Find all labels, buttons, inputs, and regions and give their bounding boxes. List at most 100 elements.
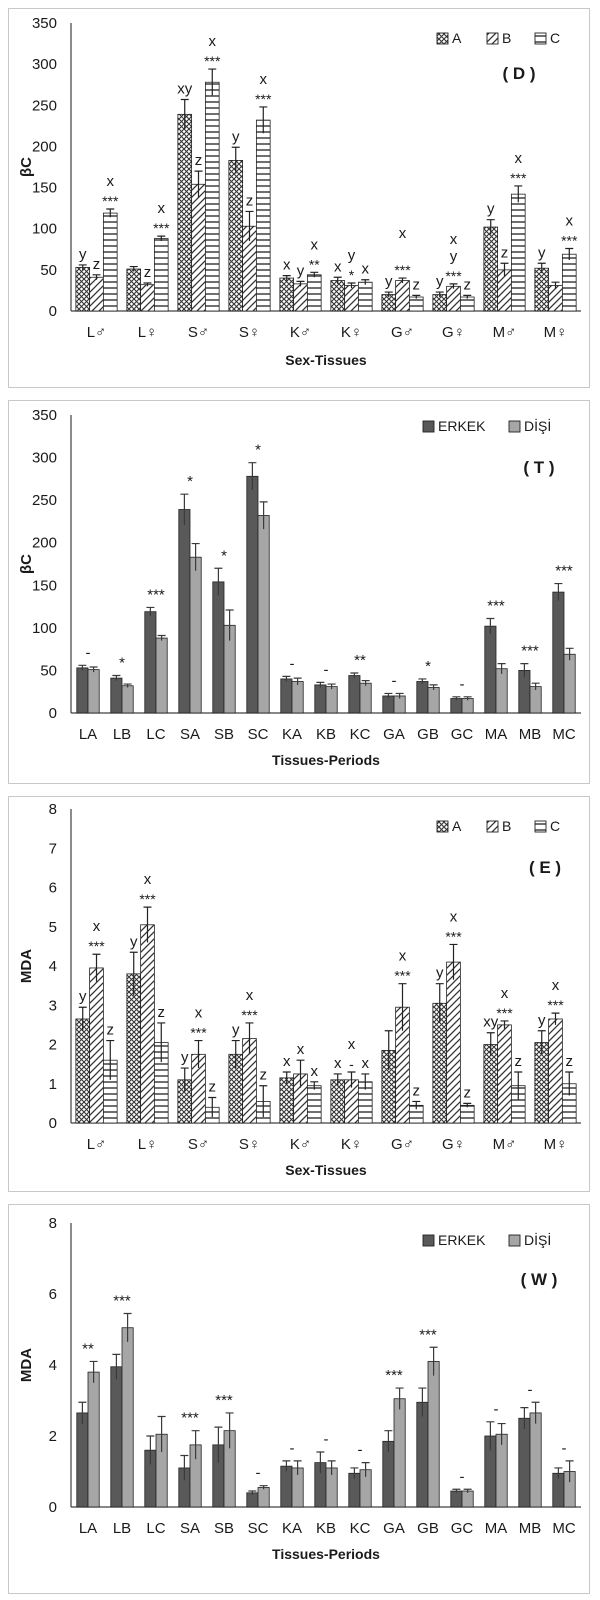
error-bar bbox=[395, 692, 404, 699]
error-bar bbox=[92, 274, 101, 280]
y-tick-label: 150 bbox=[32, 180, 57, 197]
error-bar bbox=[112, 674, 121, 681]
panel-label: ( D ) bbox=[502, 64, 535, 83]
error-bar bbox=[180, 1067, 189, 1092]
legend-swatch-a bbox=[436, 32, 449, 45]
group-letter: x bbox=[195, 1005, 203, 1022]
error-bar bbox=[452, 696, 461, 701]
bar-c-m-m bbox=[510, 193, 526, 312]
error-bar bbox=[565, 1460, 574, 1483]
significance-marker: ** bbox=[354, 652, 366, 669]
error-bar bbox=[282, 1071, 291, 1084]
bar-b-l-m bbox=[89, 276, 104, 312]
bar-c-k-m bbox=[306, 1085, 322, 1124]
error-bar bbox=[106, 208, 115, 218]
bar-b-l-m bbox=[89, 967, 104, 1124]
significance-stars: *** bbox=[445, 928, 462, 944]
significance-marker: - bbox=[290, 1440, 295, 1457]
error-bar bbox=[551, 281, 560, 289]
x-tick-label: GC bbox=[451, 1520, 474, 1537]
x-tick-label: L♂ bbox=[87, 1136, 107, 1153]
group-letter: y bbox=[232, 1022, 240, 1039]
group-letter: x bbox=[501, 985, 509, 1002]
error-bar bbox=[282, 675, 291, 682]
bar-d-gc bbox=[461, 1490, 474, 1508]
significance-stars: *** bbox=[88, 938, 105, 954]
x-tick-label: M♂ bbox=[493, 1136, 517, 1153]
significance-stars: *** bbox=[241, 1007, 258, 1023]
x-tick-label: S♀ bbox=[239, 1136, 260, 1153]
bar-c-g-f bbox=[459, 296, 475, 312]
group-letter: x bbox=[260, 71, 268, 88]
y-tick-label: 7 bbox=[49, 840, 57, 857]
bar-erkek-sc bbox=[246, 475, 259, 714]
error-bar bbox=[486, 1421, 495, 1451]
x-tick-label: K♂ bbox=[290, 1136, 311, 1153]
error-bar bbox=[245, 1022, 254, 1055]
significance-marker: * bbox=[221, 547, 227, 564]
x-tick-label: KB bbox=[316, 726, 336, 743]
x-tick-label: KC bbox=[350, 1520, 371, 1537]
legend-label-b: B bbox=[502, 818, 511, 834]
bar-b-l-f bbox=[140, 284, 155, 312]
y-tick-label: 0 bbox=[49, 1499, 57, 1516]
x-tick-label: L♀ bbox=[138, 324, 158, 341]
group-letter: z bbox=[566, 1053, 574, 1070]
group-letter: z bbox=[107, 1022, 115, 1039]
significance-stars: *** bbox=[139, 891, 156, 907]
bar-a-s-f bbox=[228, 160, 244, 312]
significance-marker: *** bbox=[521, 643, 539, 660]
error-bar bbox=[412, 294, 421, 299]
error-bar bbox=[384, 1430, 393, 1452]
significance-stars: *** bbox=[561, 232, 578, 248]
group-letter: z bbox=[515, 1053, 523, 1070]
y-tick-label: 50 bbox=[40, 262, 57, 279]
significance-marker: *** bbox=[215, 1392, 233, 1409]
y-tick-label: 300 bbox=[32, 450, 57, 467]
error-bar bbox=[463, 696, 472, 701]
chart-w: 0 2 4 6 8 MDA Tissues-Periods LA ** LB *** LC SA *** S… bbox=[18, 1215, 581, 1562]
x-tick-label: LC bbox=[146, 1520, 165, 1537]
y-tick-label: 300 bbox=[32, 56, 57, 73]
bar-erkek-kc bbox=[348, 675, 361, 714]
y-tick-label: 4 bbox=[49, 1357, 57, 1374]
bar-c-k-m bbox=[306, 274, 322, 312]
significance-stars: *** bbox=[394, 968, 411, 984]
x-tick-label: LB bbox=[113, 1520, 131, 1537]
significance-stars: *** bbox=[102, 193, 119, 209]
bar-d-gb bbox=[427, 687, 440, 714]
significance-stars: *** bbox=[204, 53, 221, 69]
group-letter: y bbox=[348, 247, 356, 264]
error-bar bbox=[384, 692, 393, 699]
legend-label-b: B bbox=[502, 30, 511, 46]
x-tick-label: MA bbox=[485, 1520, 508, 1537]
group-letter: x bbox=[283, 1053, 291, 1070]
significance-stars: *** bbox=[510, 170, 527, 186]
group-letter: y bbox=[450, 248, 458, 265]
chart-panel-w: 0 2 4 6 8 MDA Tissues-Periods LA ** LB *** LC SA *** S… bbox=[8, 1204, 590, 1594]
x-tick-label: G♂ bbox=[391, 324, 414, 341]
legend-swatch-b bbox=[486, 820, 499, 833]
x-tick-label: SC bbox=[248, 726, 269, 743]
bar-erkek-lb bbox=[110, 1366, 123, 1508]
y-tick-label: 2 bbox=[49, 1428, 57, 1445]
error-bar bbox=[514, 185, 523, 203]
bar-erkek-ka bbox=[280, 1465, 293, 1508]
bar-d-gb bbox=[427, 1361, 440, 1508]
error-bar bbox=[248, 1490, 257, 1495]
y-tick-label: 250 bbox=[32, 97, 57, 114]
x-tick-label: GC bbox=[451, 726, 474, 743]
bar-erkek-gc bbox=[450, 698, 463, 714]
bar-d-mc bbox=[563, 653, 576, 714]
group-letter: xy bbox=[177, 81, 193, 98]
error-bar bbox=[296, 280, 305, 287]
x-tick-label: KB bbox=[316, 1520, 336, 1537]
error-bar bbox=[418, 678, 427, 685]
significance-marker: - bbox=[494, 1401, 499, 1418]
significance-stars: *** bbox=[547, 997, 564, 1013]
group-letter: x bbox=[515, 150, 523, 167]
bar-b-m-m bbox=[497, 1024, 512, 1124]
bar-erkek-mb bbox=[518, 1417, 531, 1508]
group-letter: z bbox=[464, 1084, 472, 1101]
error-bar bbox=[350, 672, 359, 679]
